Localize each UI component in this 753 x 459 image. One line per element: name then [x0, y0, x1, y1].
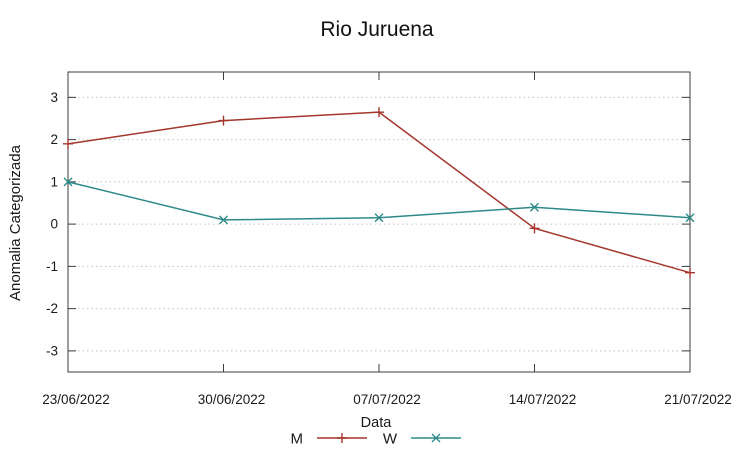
- plus-marker-icon: [337, 433, 347, 443]
- plus-marker-icon: [685, 267, 695, 278]
- y-tick-label: 0: [50, 217, 58, 232]
- x-tick-label: 21/07/2022: [664, 392, 732, 407]
- series-M-line: [67, 111, 691, 274]
- plus-marker-icon: [529, 223, 540, 234]
- y-tick-label: -2: [46, 301, 58, 316]
- y-axis-label: Anomalia Categorizada: [7, 144, 24, 301]
- series-W-line: [67, 181, 691, 221]
- gridlines-layer: [69, 96, 689, 352]
- chart-title: Rio Juruena: [320, 18, 434, 41]
- cross-marker-icon: [530, 202, 539, 212]
- series-layer: [63, 107, 695, 278]
- y-tick-label: -3: [46, 343, 58, 358]
- y-tick-label: 1: [50, 174, 58, 189]
- x-tick-label: 14/07/2022: [509, 392, 577, 407]
- tick-marks-layer: [67, 72, 691, 372]
- cross-marker-icon: [685, 213, 695, 223]
- cross-marker-icon: [374, 213, 384, 223]
- y-tick-label: -1: [46, 259, 58, 274]
- series-M: [63, 107, 695, 278]
- cross-marker-icon: [219, 215, 228, 225]
- x-tick-label: 30/06/2022: [198, 392, 266, 407]
- plus-marker-icon: [63, 138, 73, 149]
- legend-label: W: [383, 431, 398, 448]
- legend-item-M: M: [291, 431, 367, 448]
- y-tick-label: 2: [50, 132, 58, 147]
- series-W: [63, 177, 695, 225]
- y-tick-label: 3: [50, 90, 58, 105]
- x-tick-label: 23/06/2022: [42, 392, 110, 407]
- y-tick-labels: -3 -2 -1 0 1 2 3: [46, 90, 58, 359]
- cross-marker-icon: [431, 433, 441, 443]
- x-tick-label: 07/07/2022: [353, 392, 421, 407]
- plus-marker-icon: [374, 107, 384, 118]
- legend-label: M: [291, 431, 304, 448]
- x-tick-labels: 23/06/2022 30/06/2022 07/07/2022 14/07/2022…: [42, 392, 732, 407]
- legend-item-W: W: [383, 431, 461, 448]
- plus-marker-icon: [218, 115, 229, 126]
- x-axis-label: Data: [361, 415, 393, 431]
- cross-marker-icon: [63, 177, 73, 187]
